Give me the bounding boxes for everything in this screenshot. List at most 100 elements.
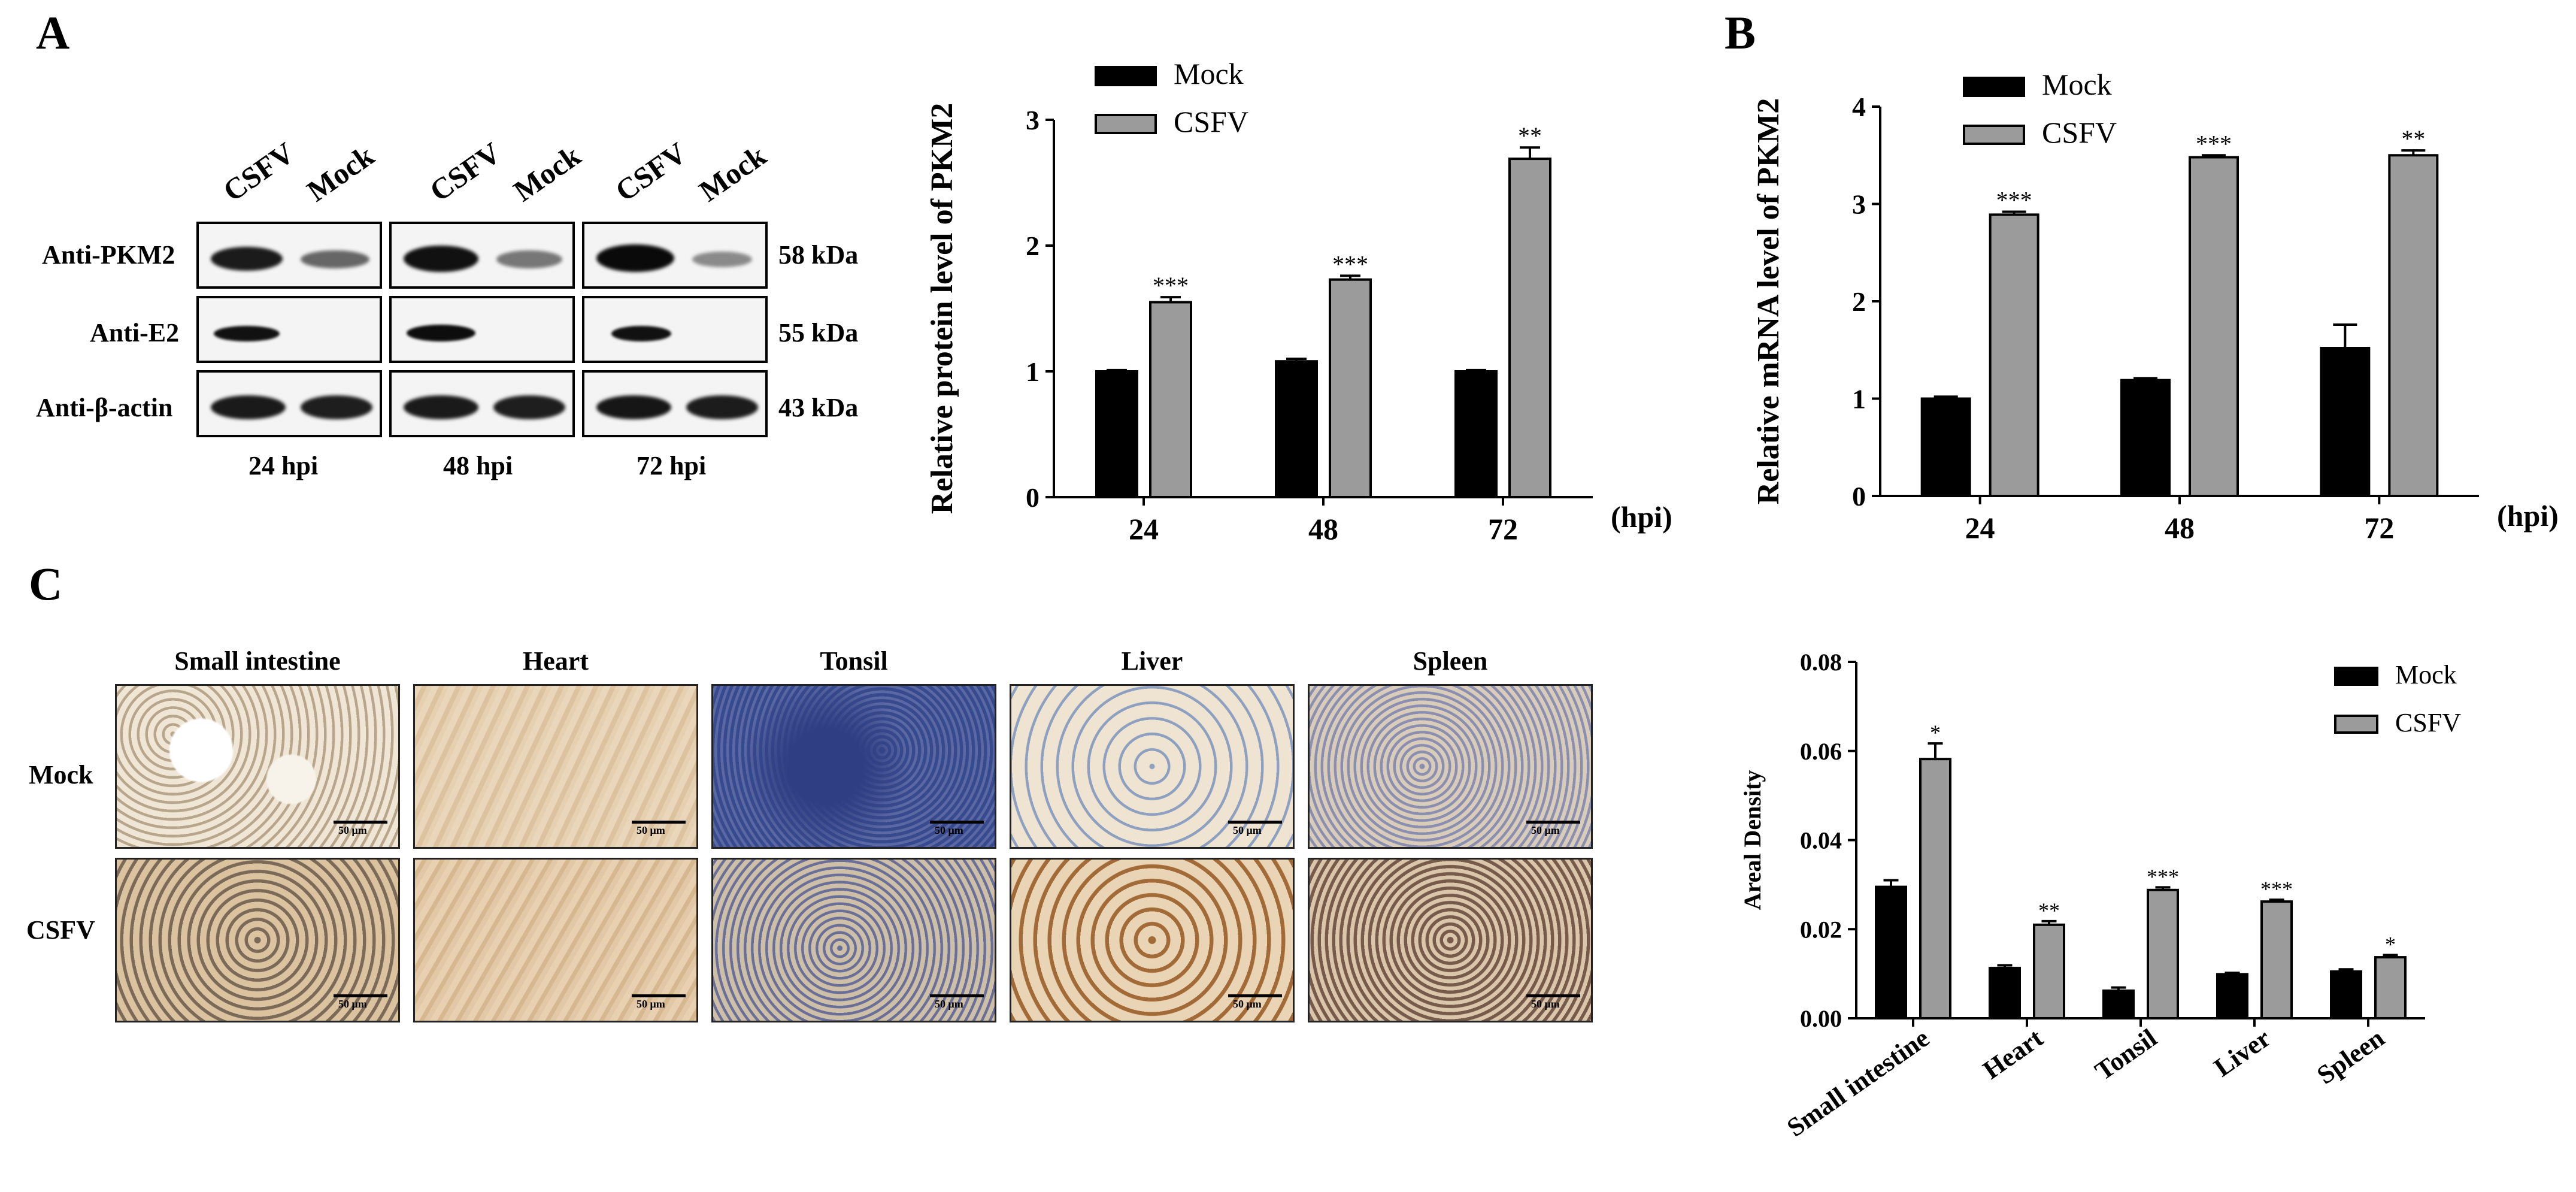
legend-swatch-csfv [1963,125,2025,145]
scale-bar: 50 μm [1228,994,1282,1012]
legend-label-csfv: CSFV [2042,116,2117,149]
y-tick-label: 3 [1852,189,1866,220]
blot-row-label: Anti-PKM2 [42,240,175,270]
y-tick-label: 3 [1026,105,1040,135]
bar-csfv [2147,888,2179,1019]
legend-label-csfv: CSFV [2395,708,2461,737]
scale-bar: 50 μm [334,994,387,1012]
x-category-label: Small intestine [1781,1023,1934,1142]
scale-bar: 50 μm [930,821,984,839]
x-category-label: 24 [1965,511,1995,544]
significance-label: ** [1518,122,1542,149]
x-unit-label: (hpi) [2497,499,2559,533]
blot-pkm2-24 [196,222,382,289]
bar-csfv [2374,956,2407,1020]
x-category-label: 72 [1488,512,1518,546]
bar-mock [2120,379,2171,497]
tissue-title: Heart [523,646,589,676]
y-tick-label: 0.06 [1800,738,1842,765]
y-tick-label: 0.08 [1800,649,1842,676]
blot-actin-72 [582,370,768,437]
legend-swatch-mock [1963,77,2025,97]
blot-pkm2-72 [582,222,768,289]
y-axis-label: Relative protein level of PKM2 [925,103,959,514]
bar-csfv [2189,156,2239,497]
panel-label-c: C [29,558,63,610]
x-category-label: 48 [2165,511,2195,544]
significance-label: ** [2401,125,2425,152]
bar-mock [2102,989,2135,1020]
y-tick-label: 0.00 [1800,1005,1842,1032]
legend-swatch-mock [2334,667,2378,686]
ihc-image-liver-csfv: 50 μm [1010,858,1295,1022]
lane-label-mock: Mock [301,138,380,208]
y-tick-label: 2 [1026,231,1040,261]
ihc-row-label: CSFV [26,915,95,945]
ihc-image-spleen-mock: 50 μm [1308,684,1593,849]
blot-e2-48 [389,296,575,363]
y-tick-label: 1 [1026,356,1040,387]
panel-label-b: B [1725,7,1756,59]
lane-label-csfv: CSFV [609,135,693,208]
x-category-label: 72 [2364,511,2394,544]
x-category-label: Tonsil [2090,1023,2162,1086]
ihc-image-heart-csfv: 50 μm [413,858,698,1022]
blot-size-label: 58 kDa [778,240,859,270]
y-tick-label: 0.02 [1800,916,1842,943]
bar-csfv [1989,213,2039,497]
blot-actin-48 [389,370,575,437]
timepoint-label: 24 hpi [248,451,319,480]
ihc-row-label: Mock [29,760,93,789]
significance-label: *** [1332,250,1368,277]
bar-mock [1920,397,1971,497]
tissue-title: Liver [1121,646,1183,676]
bar-csfv [2033,923,2065,1019]
ihc-image-heart-mock: 50 μm [413,684,698,849]
ihc-image-liver-mock: 50 μm [1010,684,1295,849]
scale-bar: 50 μm [1228,821,1282,839]
x-category-label: Spleen [2311,1023,2389,1090]
blot-actin-24 [196,370,382,437]
ihc-image-tonsil-csfv: 50 μm [711,858,996,1022]
significance-label: *** [1996,187,2032,214]
y-tick-label: 1 [1852,384,1866,415]
y-axis-label: Areal Density [1739,770,1766,910]
scale-bar: 50 μm [632,994,686,1012]
y-axis-label: Relative mRNA level of PKM2 [1751,98,1786,505]
chart-protein-level: 0 1 2 3 *** 24 *** 48 ** 72 (hpi) Relative protein … [925,57,1672,546]
x-unit-label: (hpi) [1611,500,1672,534]
legend-label-mock: Mock [2042,68,2112,101]
ihc-image-small-intestine-mock: 50 μm [115,684,400,849]
tissue-title: Small intestine [174,646,341,676]
significance-label: *** [2147,864,2179,888]
y-tick-label: 0.04 [1800,827,1842,854]
significance-label: *** [1153,272,1189,299]
bar-mock [1095,370,1138,498]
significance-label: *** [2196,130,2232,157]
legend-swatch-mock [1095,66,1157,86]
scale-bar: 50 μm [632,821,686,839]
significance-label: ** [2038,898,2060,922]
lane-label-mock: Mock [507,138,587,208]
scale-bar: 50 μm [334,821,387,839]
timepoint-label: 72 hpi [637,451,707,480]
bar-csfv [1149,301,1192,498]
blot-row-label: Anti-E2 [90,318,180,347]
bar-mock [1875,885,1907,1019]
significance-label: * [1930,721,1941,745]
chart-areal-density: 0.00 0.02 0.04 0.06 0.08 * Small intestine ** He… [1739,649,2461,1142]
blot-e2-24 [196,296,382,363]
panel-label-a: A [36,7,70,59]
lane-label-csfv: CSFV [217,135,301,208]
legend-label-mock: Mock [1174,57,1244,90]
legend-label-mock: Mock [2395,660,2457,689]
bar-mock [2320,347,2371,497]
blot-size-label: 55 kDa [778,318,859,347]
lane-label-mock: Mock [693,138,772,208]
bar-mock [2216,973,2248,1020]
ihc-image-spleen-csfv: 50 μm [1308,858,1593,1022]
x-category-label: Liver [2209,1023,2276,1082]
tissue-title: Tonsil [820,646,888,676]
bar-mock [1454,370,1498,498]
legend-label-csfv: CSFV [1174,105,1248,138]
